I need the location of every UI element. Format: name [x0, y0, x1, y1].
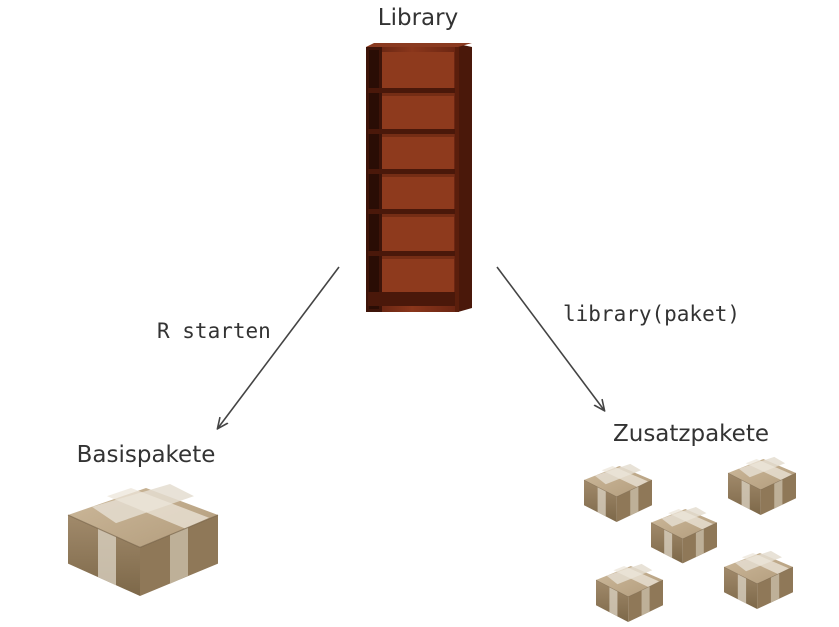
- extra-package-box-icon: [723, 550, 794, 610]
- library-title: Library: [378, 5, 458, 31]
- extra-package-box-icon: [727, 456, 797, 516]
- base-packages-label: Basispakete: [77, 442, 216, 468]
- base-package-box-icon: [67, 483, 219, 597]
- extra-packages-label: Zusatzpakete: [613, 421, 769, 447]
- label-library-paket: library(paket): [563, 302, 740, 326]
- bookshelf-icon: [366, 43, 472, 312]
- extra-package-box-icon: [583, 463, 653, 523]
- arrow-to-extra-packages: [496, 266, 604, 410]
- extra-package-box-icon: [650, 506, 718, 564]
- extra-package-box-icon: [595, 563, 664, 623]
- label-r-starten: R starten: [157, 319, 271, 343]
- arrow-to-base-packages: [218, 266, 340, 428]
